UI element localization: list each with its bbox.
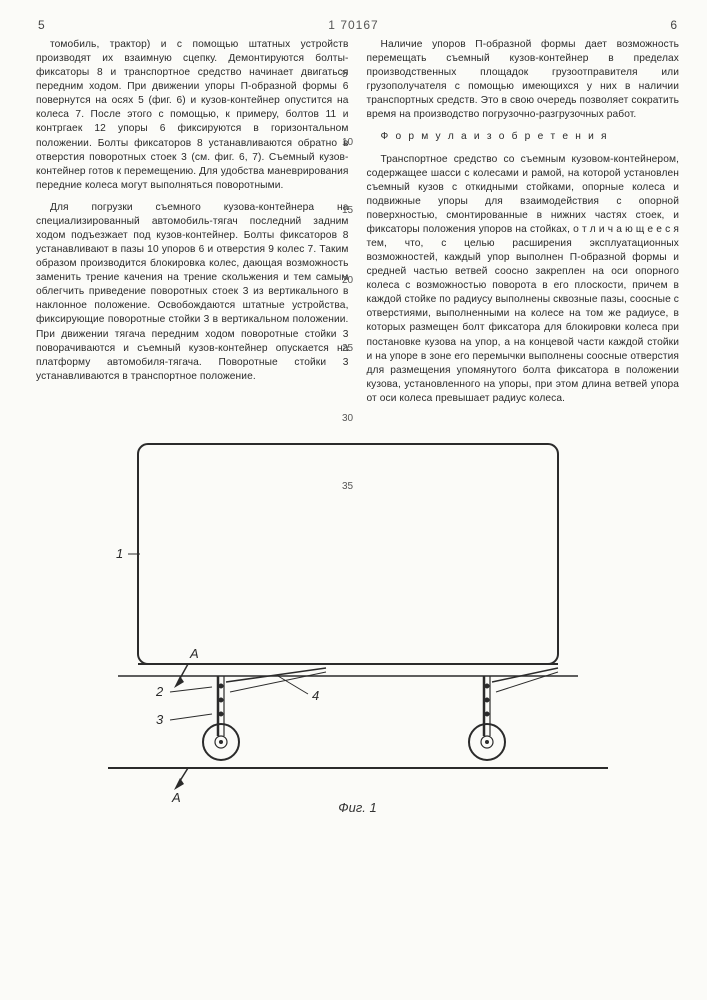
paragraph: томобиль, трактор) и с помощью штатных у… [36,38,349,193]
section-marker-top: А [174,646,199,688]
figure-1: А А 1 2 3 4 [36,424,679,804]
svg-text:3: 3 [156,712,164,727]
svg-text:2: 2 [155,684,164,699]
figure-svg: А А 1 2 3 4 [78,424,638,804]
page-number-left: 5 [38,18,45,32]
text-columns: томобиль, трактор) и с помощью штатных у… [36,38,679,414]
formula-heading: Ф о р м у л а и з о б р е т е н и я [367,130,680,144]
page-number-right: 6 [670,18,677,32]
left-strut [203,668,326,760]
svg-text:4: 4 [312,688,319,703]
right-strut [469,668,558,760]
svg-text:А: А [189,646,199,661]
paragraph: Транспортное средство со съемным кузовом… [367,153,680,406]
paragraph: Для погрузки съемного кузова-контейнера … [36,201,349,384]
paragraph: Наличие упоров П-образной формы дает воз… [367,38,680,122]
document-number: 1 70167 [328,18,378,32]
svg-text:1: 1 [116,546,123,561]
right-column: Наличие упоров П-образной формы дает воз… [367,38,680,414]
left-column: томобиль, трактор) и с помощью штатных у… [36,38,349,414]
section-marker-bottom: А [171,768,188,804]
svg-text:А: А [171,790,181,804]
